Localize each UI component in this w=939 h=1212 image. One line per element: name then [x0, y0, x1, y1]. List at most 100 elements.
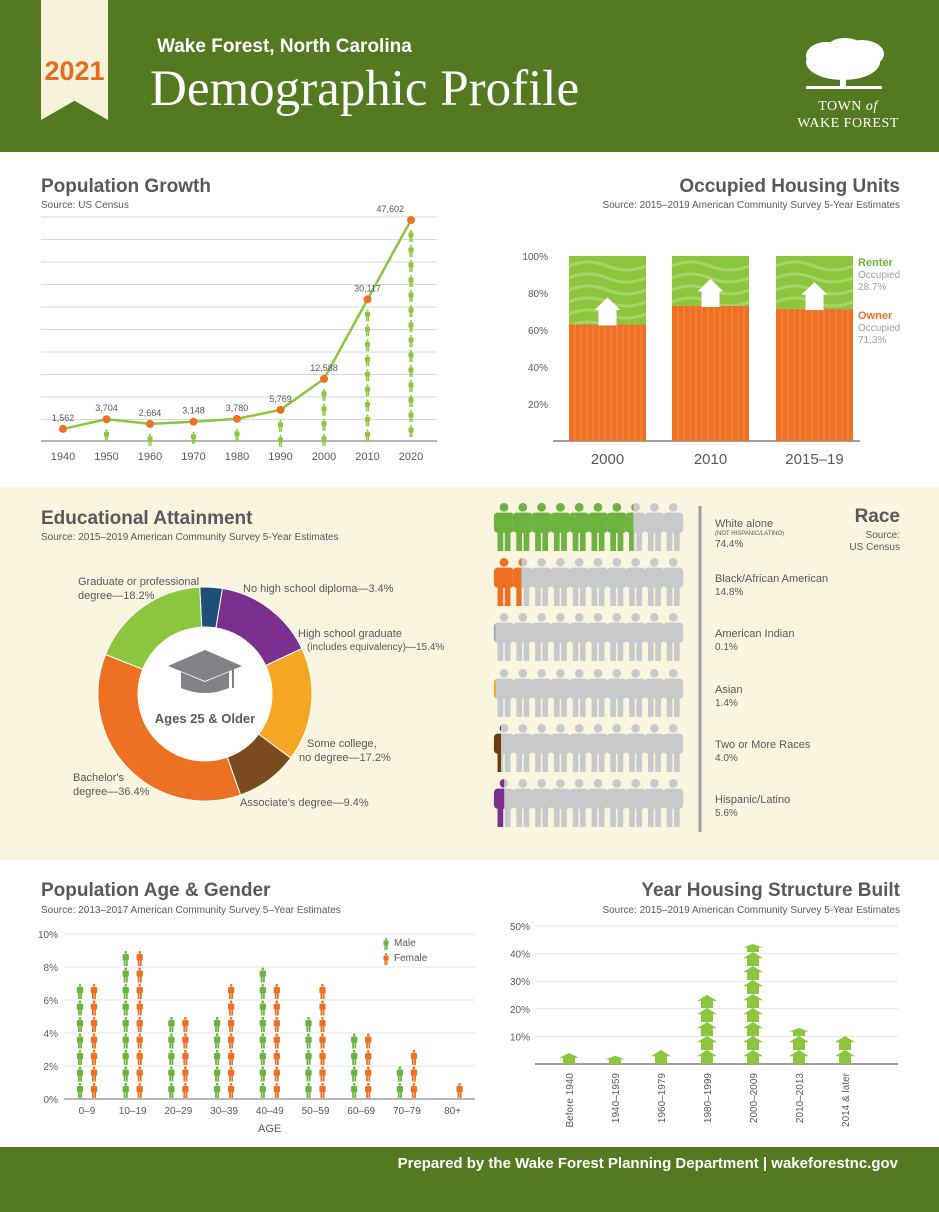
owner-segment — [672, 305, 749, 441]
female-column — [182, 1017, 189, 1098]
house-icon — [835, 1036, 855, 1050]
x-tick-label: 10–19 — [119, 1106, 147, 1117]
person-icon — [227, 1066, 235, 1082]
person-icon — [76, 1083, 84, 1098]
renter-pattern — [671, 284, 750, 296]
housing-column — [605, 1055, 625, 1064]
y-tick-label: 6% — [44, 996, 59, 1007]
renter-pattern — [775, 308, 854, 320]
female-column — [90, 984, 98, 1098]
data-point — [407, 216, 415, 224]
renter-pattern — [568, 296, 647, 308]
person-icon — [408, 335, 414, 347]
renter-pattern — [671, 308, 750, 320]
female-column — [273, 984, 280, 1098]
person-icon — [227, 1083, 235, 1098]
renter-pattern — [568, 320, 647, 332]
data-label: 3,148 — [182, 406, 205, 416]
housing-column — [789, 1028, 809, 1064]
person-icon — [168, 1083, 175, 1098]
person-icon — [305, 1066, 312, 1082]
house-icon — [743, 980, 763, 994]
person-icon — [76, 1050, 84, 1065]
x-tick-label: 1940 — [51, 451, 75, 463]
person-icon — [273, 1050, 280, 1065]
year-built-source: Source: 2015–2019 American Community Sur… — [602, 905, 900, 916]
person-icon — [122, 1050, 129, 1065]
year-ribbon: 2021 — [41, 0, 108, 120]
person-icon — [277, 419, 284, 432]
person-icon — [76, 1000, 84, 1016]
person-icon — [456, 1083, 463, 1098]
person-icon — [273, 1083, 280, 1098]
house-icon — [697, 1008, 717, 1022]
renter-pattern — [775, 296, 854, 308]
x-tick-label: 30–39 — [210, 1106, 238, 1117]
male-column — [351, 1033, 358, 1098]
person-icon — [273, 1000, 280, 1016]
data-point — [189, 417, 198, 426]
person-icon — [364, 354, 371, 367]
person-icon — [136, 1066, 143, 1082]
data-point — [320, 374, 328, 383]
footer-banner: Prepared by the Wake Forest Planning Dep… — [0, 1147, 939, 1212]
person-icon — [364, 369, 371, 382]
person-icon — [408, 425, 414, 437]
male-column — [213, 1017, 221, 1098]
x-tick-label: Before 1940 — [565, 1073, 576, 1128]
person-icon — [136, 967, 143, 983]
data-point — [146, 419, 154, 428]
renter-pattern — [568, 284, 647, 296]
edu-label-grad-2: degree—18.2% — [78, 590, 155, 602]
y-tick-label: 60% — [528, 326, 548, 337]
x-tick-label: 2014 & later — [841, 1072, 852, 1127]
y-tick-label: 2% — [44, 1062, 59, 1073]
male-column — [259, 967, 266, 1098]
person-icon — [182, 1083, 189, 1098]
house-icon — [743, 1008, 763, 1022]
x-tick-label: 20–29 — [164, 1106, 192, 1117]
legend-male-label: Male — [394, 938, 416, 949]
person-icon — [408, 365, 414, 377]
housing-column — [651, 1050, 671, 1064]
y-tick-label: 50% — [510, 922, 530, 933]
race-percent: 5.6% — [715, 808, 738, 819]
logo-of: of — [865, 99, 878, 114]
person-icon — [76, 1066, 84, 1082]
race-percent: 14.8% — [715, 587, 744, 598]
population-growth-source: Source: US Census — [41, 200, 129, 211]
person-icon — [213, 1017, 221, 1032]
x-tick-label: 2010 — [355, 451, 379, 463]
population-column — [364, 309, 371, 442]
data-label: 2,664 — [139, 408, 162, 418]
population-line — [62, 219, 413, 431]
x-tick-label: 1980 — [225, 451, 249, 463]
person-icon — [122, 1083, 129, 1098]
person-icon — [168, 1050, 175, 1065]
person-icon — [259, 1083, 266, 1098]
x-tick-label: 50–59 — [302, 1106, 330, 1117]
edu-label-hs-1: High school graduate — [298, 628, 402, 640]
data-label: 1,562 — [52, 413, 75, 423]
x-tick-label: 2020 — [399, 451, 423, 463]
person-icon — [90, 1050, 98, 1065]
person-icon — [90, 1017, 98, 1032]
data-point — [276, 405, 285, 414]
person-icon — [319, 1017, 326, 1032]
person-icon — [305, 1083, 312, 1098]
person-icon — [319, 1000, 326, 1016]
owner-legend-label: Owner — [858, 310, 893, 322]
renter-legend-label: Renter — [858, 257, 893, 269]
person-icon — [408, 320, 414, 332]
person-icon — [136, 951, 143, 966]
data-label: 3,780 — [226, 403, 249, 413]
housing-bar — [671, 256, 750, 441]
legend-male-icon — [383, 938, 389, 950]
data-point — [59, 424, 67, 433]
population-column — [321, 388, 327, 446]
person-icon — [396, 1066, 404, 1082]
person-icon — [122, 1066, 129, 1082]
person-icon — [364, 384, 371, 397]
person-icon — [365, 1050, 372, 1065]
person-icon — [90, 1033, 98, 1049]
